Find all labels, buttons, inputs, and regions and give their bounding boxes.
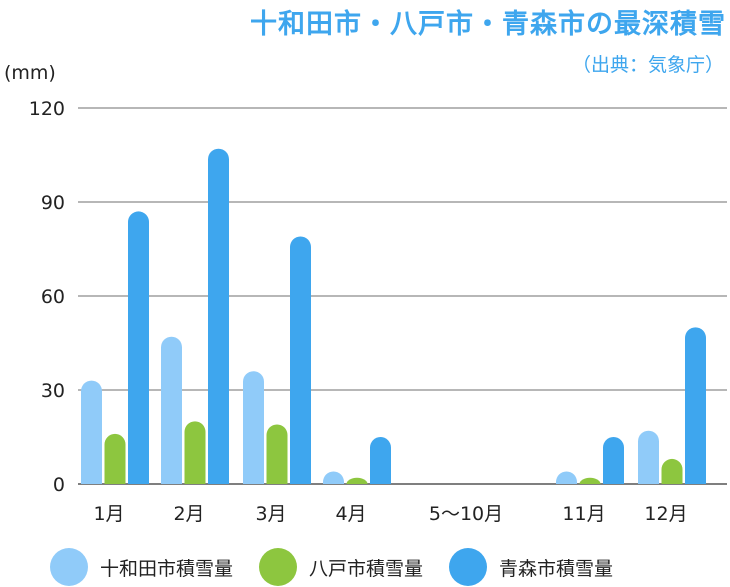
bar-s2-c0 [128, 211, 149, 484]
bar-s0-c2 [243, 371, 264, 484]
y-tick-label: 120 [29, 98, 65, 120]
bar-s0-c0 [81, 380, 102, 484]
y-tick-label: 90 [41, 192, 65, 214]
bar-s2-c5 [603, 437, 624, 484]
bar-s1-c5 [579, 477, 601, 484]
x-tick-label: 1月 [93, 503, 124, 525]
legend-swatch-towada [50, 548, 88, 586]
bar-s2-c2 [290, 236, 311, 484]
legend-swatch-hachinohe [259, 548, 298, 586]
x-tick-label: 11月 [562, 503, 605, 525]
bar-s0-c3 [323, 471, 344, 484]
bar-s0-c1 [161, 336, 182, 484]
x-tick-label: 12月 [644, 503, 687, 525]
y-tick-label: 30 [41, 380, 65, 402]
bar-s2-c3 [370, 437, 391, 484]
legend-label-towada: 十和田市積雪量 [100, 557, 234, 580]
bar-s1-c1 [184, 421, 206, 484]
bar-s1-c6 [661, 458, 683, 484]
bar-s1-c3 [346, 477, 368, 484]
legend-item-hachinohe: 八戸市積雪量 [259, 548, 423, 586]
y-tick-label: 60 [41, 286, 65, 308]
y-axis-unit: (mm) [4, 62, 56, 84]
legend-label-hachinohe: 八戸市積雪量 [309, 557, 424, 580]
bar-s2-c1 [208, 148, 229, 484]
legend-swatch-aomori [449, 548, 488, 586]
legend-item-aomori: 青森市積雪量 [449, 548, 613, 586]
bar-s0-c6 [638, 430, 659, 484]
x-tick-label: 2月 [173, 503, 204, 525]
y-tick-label: 0 [53, 474, 65, 496]
bar-s1-c2 [266, 424, 288, 484]
legend: 十和田市積雪量 八戸市積雪量 青森市積雪量 [50, 548, 639, 586]
chart-source: （出典：気象庁） [571, 54, 724, 76]
y-tick-labels: 0 30 60 90 120 [29, 98, 65, 496]
bar-s0-c5 [556, 471, 577, 484]
x-tick-label: 5〜10月 [429, 503, 503, 525]
bar-s1-c0 [104, 433, 126, 484]
x-tick-labels: 1月 2月 3月 4月 5〜10月 11月 12月 [93, 503, 687, 525]
legend-item-towada: 十和田市積雪量 [50, 548, 233, 586]
chart-title: 十和田市・八戸市・青森市の最深積雪 [250, 9, 726, 40]
legend-label-aomori: 青森市積雪量 [499, 557, 614, 580]
bars [81, 148, 706, 484]
x-tick-label: 3月 [255, 503, 286, 525]
x-tick-label: 4月 [335, 503, 366, 525]
bar-s2-c6 [685, 327, 706, 484]
